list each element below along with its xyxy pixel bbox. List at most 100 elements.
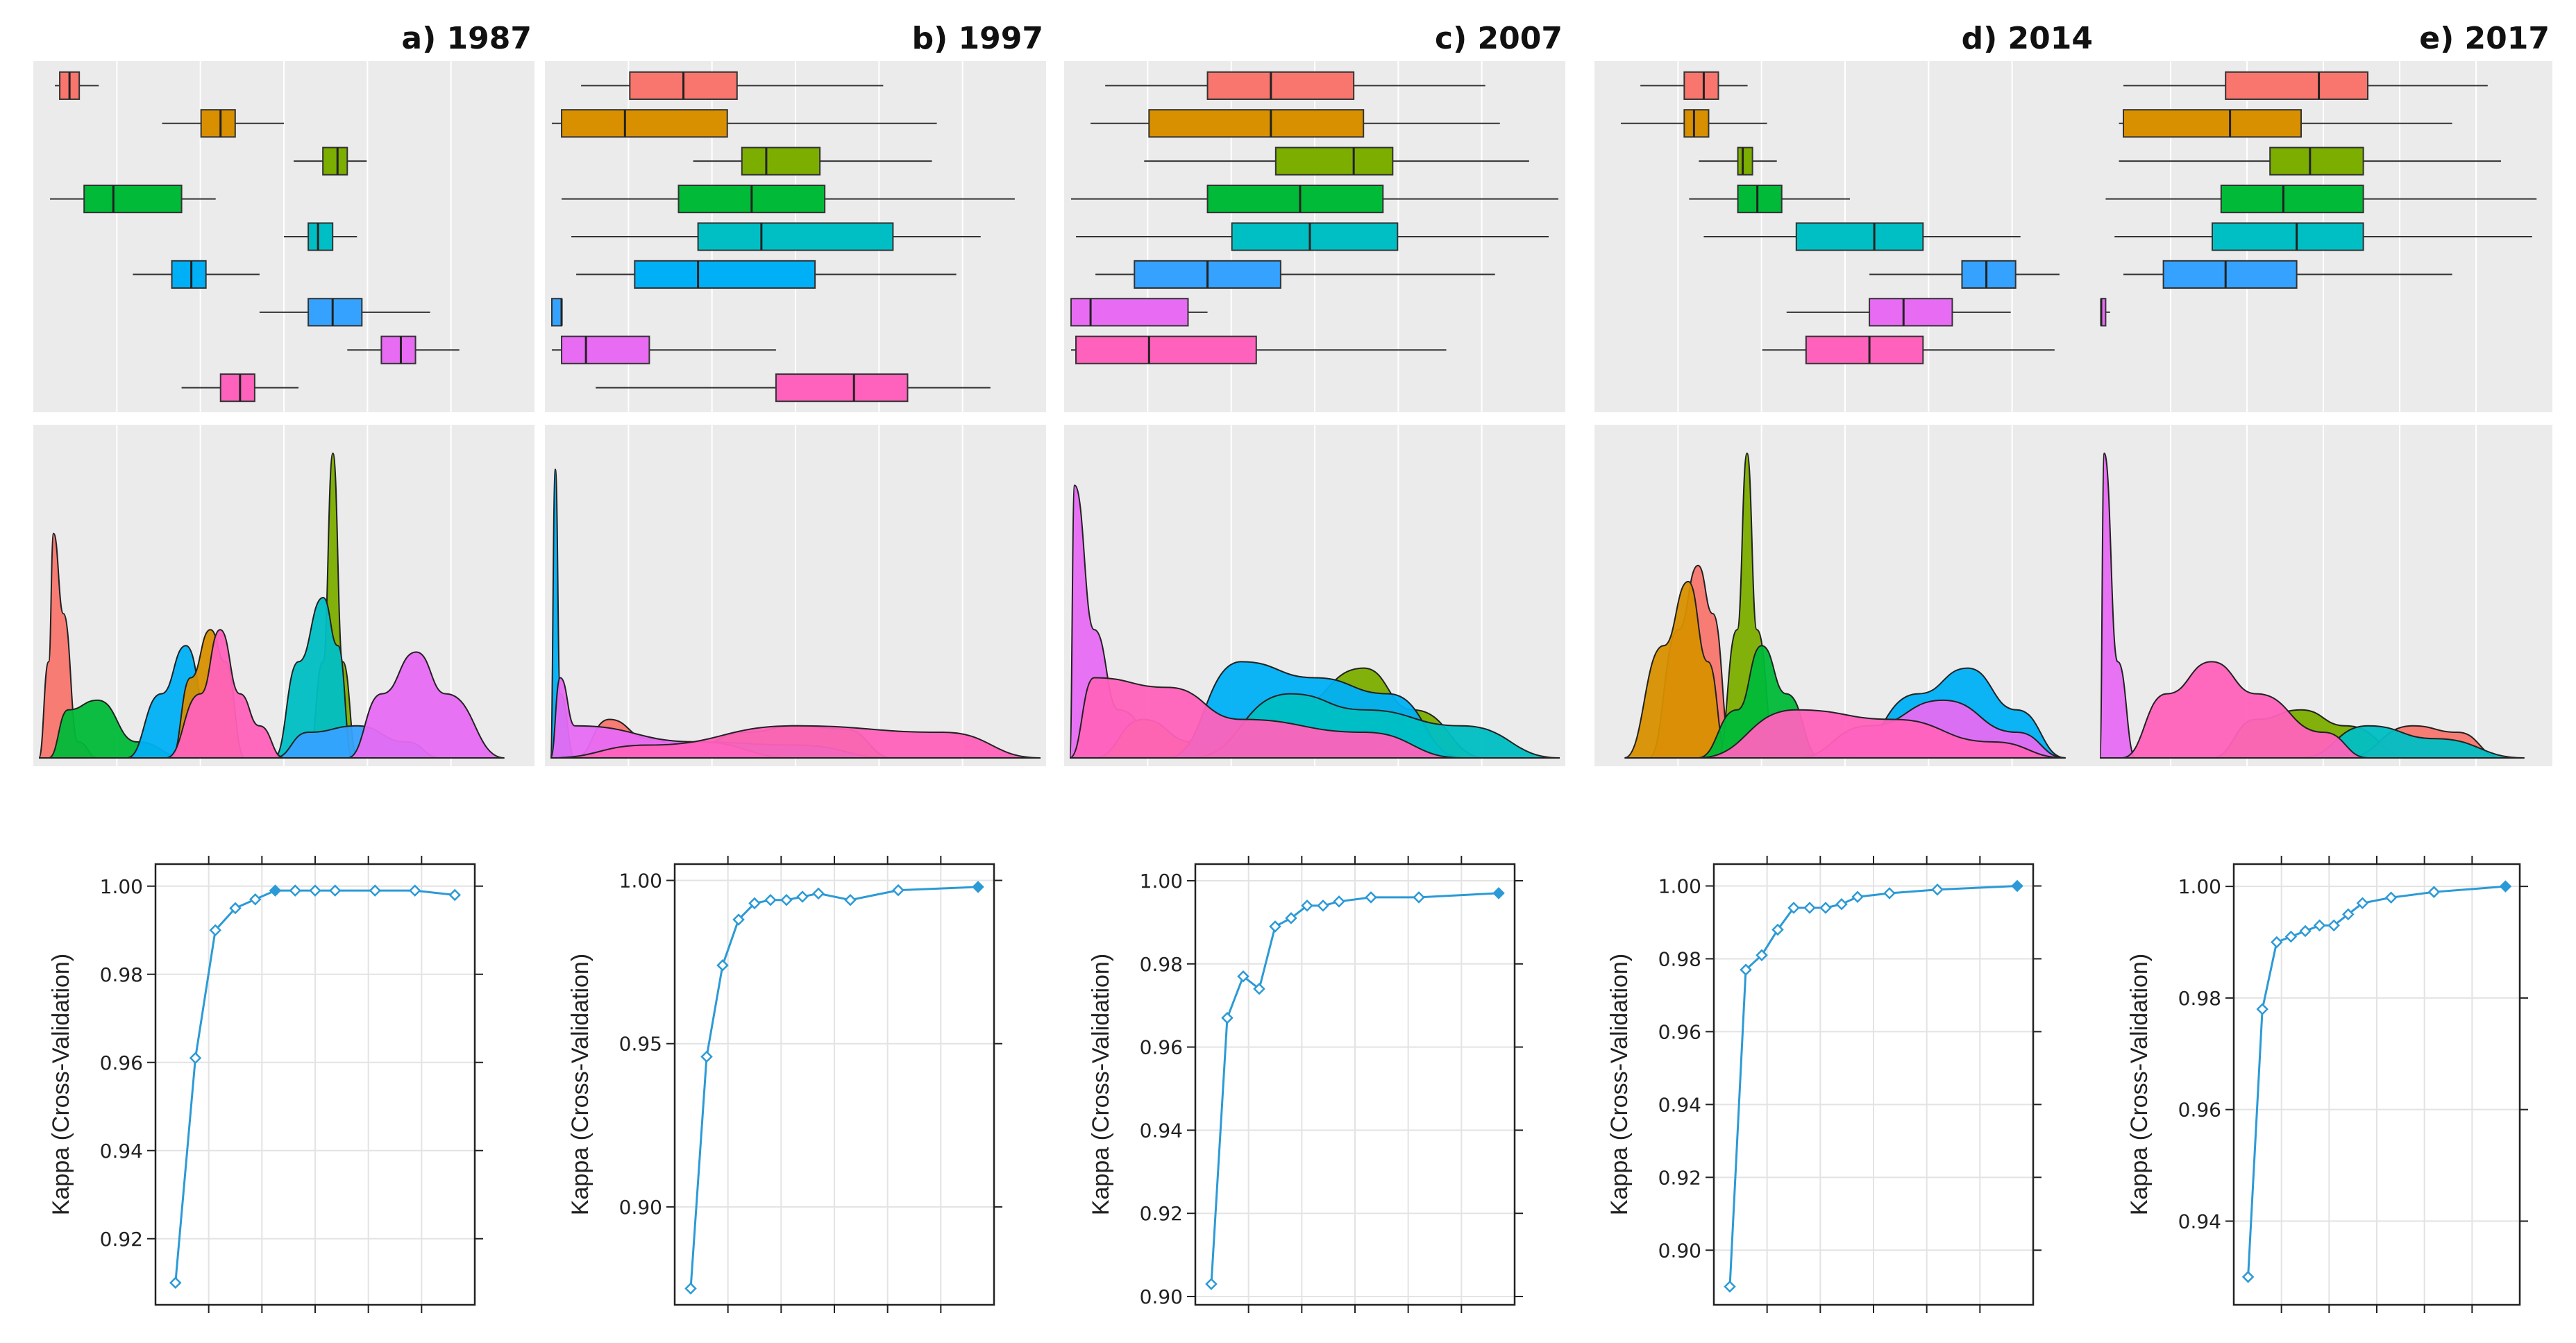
y-tick-label: 0.96 <box>1658 1020 1701 1043</box>
kappa-data-point <box>169 1276 182 1290</box>
boxplot-box <box>697 222 894 251</box>
kappa-data-point <box>1803 902 1816 914</box>
kappa-data-point <box>1756 949 1768 961</box>
kappa-data-point <box>1931 883 1944 896</box>
kappa-data-point <box>2356 897 2369 910</box>
y-tick-label: 0.94 <box>100 1140 143 1163</box>
kappa-data-point <box>1724 1280 1736 1293</box>
kappa-data-point <box>1819 902 1832 914</box>
y-tick-label: 0.94 <box>1658 1093 1701 1116</box>
kappa-data-point <box>1221 1011 1234 1024</box>
y-tick-label: 0.94 <box>2178 1210 2221 1233</box>
density-curve <box>2122 661 2368 759</box>
panel-title: c) 2007 <box>1435 21 1563 56</box>
density-curve <box>347 651 505 759</box>
kappa-data-point <box>189 1051 202 1065</box>
kappa-data-point <box>1740 963 1752 976</box>
boxplot-box <box>308 298 363 327</box>
y-tick-label: 1.00 <box>2178 875 2221 898</box>
boxplot-box <box>83 185 183 214</box>
y-tick-label: 0.95 <box>619 1033 662 1056</box>
boxplot-box <box>1070 298 1189 327</box>
y-axis-title: Kappa (Cross-Validation) <box>2126 954 2153 1215</box>
boxplot-box <box>2225 71 2368 100</box>
kappa-data-point <box>1365 891 1377 904</box>
kappa-data-point <box>972 881 984 893</box>
kappa-data-point <box>2327 919 2340 932</box>
y-tick-label: 0.96 <box>1140 1036 1183 1059</box>
kappa-data-point <box>1835 897 1848 911</box>
density-curve <box>166 629 285 759</box>
kappa-data-point <box>2384 891 2398 904</box>
y-tick-label: 0.98 <box>1140 953 1183 976</box>
kappa-data-point <box>2299 924 2312 938</box>
kappa-data-point <box>732 913 745 926</box>
boxplot-box <box>1075 335 1257 364</box>
kappa-data-point <box>892 884 904 897</box>
kappa-data-point <box>1333 895 1345 908</box>
kappa-series-line <box>1210 892 1499 1285</box>
kappa-data-point <box>249 893 262 906</box>
boxplot-box <box>380 335 416 364</box>
kappa-data-point <box>209 924 222 937</box>
boxplot-box <box>1206 185 1384 214</box>
kappa-data-point <box>1413 891 1425 904</box>
boxplot-box <box>2220 185 2364 214</box>
kappa-data-point <box>2241 1271 2255 1283</box>
y-tick-label: 0.98 <box>100 963 143 986</box>
kappa-data-point <box>229 902 242 915</box>
boxplot-box <box>561 335 650 364</box>
y-tick-label: 0.90 <box>1140 1285 1183 1308</box>
density-curve <box>1698 709 2066 759</box>
panel-title: d) 2014 <box>1962 21 2093 56</box>
boxplot-box <box>1274 146 1394 176</box>
boxplot-box <box>561 109 728 138</box>
boxplot-box <box>219 373 255 403</box>
boxplot-box <box>741 146 821 176</box>
kappa-data-point <box>1492 887 1505 899</box>
kappa-data-point <box>780 893 793 906</box>
boxplot-box <box>2162 260 2298 289</box>
kappa-data-point <box>1205 1278 1218 1290</box>
y-tick-label: 0.92 <box>100 1228 143 1251</box>
boxplot-box <box>1737 146 1753 176</box>
kappa-data-point <box>796 890 809 903</box>
kappa-data-point <box>2499 880 2512 893</box>
density-curve <box>273 596 353 759</box>
boxplot-box <box>1795 222 1924 251</box>
kappa-series-line <box>174 889 455 1283</box>
y-tick-label: 0.98 <box>2178 987 2221 1010</box>
kappa-data-point <box>1771 923 1784 936</box>
boxplot-box <box>775 373 909 403</box>
kappa-data-point <box>812 887 825 900</box>
kappa-data-point <box>1285 912 1297 924</box>
y-tick-label: 0.96 <box>2178 1099 2221 1122</box>
kappa-data-point <box>1883 887 1896 899</box>
y-axis-title: Kappa (Cross-Validation) <box>1088 954 1114 1215</box>
kappa-data-point <box>700 1050 713 1063</box>
kappa-data-point <box>2011 879 2023 893</box>
kappa-data-point <box>2427 886 2441 898</box>
kappa-data-point <box>2284 930 2298 943</box>
density-curve <box>2099 453 2137 759</box>
kappa-data-point <box>269 884 282 897</box>
y-tick-label: 1.00 <box>100 875 143 898</box>
y-tick-label: 1.00 <box>1140 870 1183 893</box>
boxplot-box <box>200 109 236 138</box>
kappa-data-point <box>2256 1003 2268 1015</box>
boxplot-box <box>1231 222 1399 251</box>
boxplot-box <box>1805 335 1924 364</box>
kappa-data-point <box>684 1282 697 1295</box>
kappa-data-point <box>844 893 857 906</box>
density-curve <box>550 725 1041 759</box>
kappa-data-point <box>764 893 777 906</box>
y-axis-title: Kappa (Cross-Validation) <box>567 954 594 1215</box>
boxplot-box <box>2212 222 2364 251</box>
boxplot-box <box>1148 109 1365 138</box>
y-tick-label: 1.00 <box>619 870 662 893</box>
boxplot-box <box>634 260 816 289</box>
y-tick-label: 0.96 <box>100 1051 143 1074</box>
y-tick-label: 0.90 <box>619 1196 662 1219</box>
boxplot-box <box>1737 185 1783 214</box>
kappa-data-point <box>1269 920 1281 933</box>
